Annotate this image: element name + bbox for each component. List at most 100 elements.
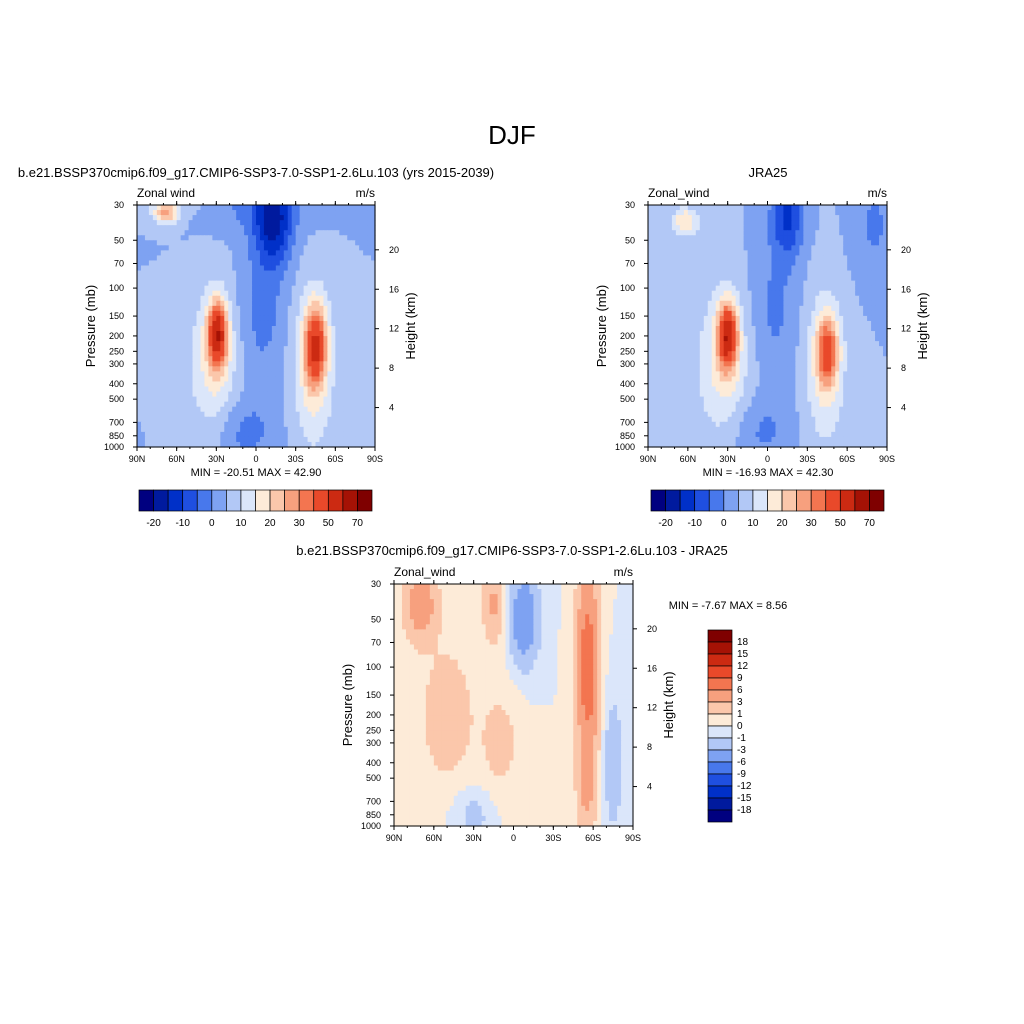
field-cell	[875, 230, 880, 236]
field-cell	[871, 361, 876, 367]
field-cell	[311, 320, 317, 327]
field-cell	[164, 396, 170, 403]
field-cell	[220, 295, 225, 302]
field-cell	[172, 315, 178, 322]
field-cell	[236, 386, 241, 393]
field-cell	[224, 280, 229, 287]
field-cell	[715, 285, 721, 292]
field-cell	[771, 315, 777, 322]
field-cell	[783, 260, 789, 267]
field-cell	[164, 431, 170, 438]
field-cell	[343, 215, 348, 221]
field-cell	[731, 210, 737, 216]
field-cell	[188, 331, 194, 337]
field-cell	[283, 295, 289, 302]
field-cell	[232, 210, 237, 216]
field-cell	[703, 331, 709, 337]
field-cell	[236, 280, 241, 287]
field-cell	[671, 351, 677, 357]
field-cell	[311, 270, 317, 277]
field-cell	[299, 381, 305, 388]
field-cell	[160, 381, 166, 388]
field-cell	[659, 341, 665, 347]
field-cell	[287, 205, 293, 211]
field-cell	[367, 366, 372, 372]
field-cell	[256, 331, 261, 337]
field-cell	[815, 260, 820, 267]
field-cell	[200, 300, 206, 307]
field-cell	[263, 356, 269, 362]
field-cell	[663, 210, 669, 216]
field-cell	[307, 305, 313, 312]
field-cell	[224, 255, 229, 262]
field-cell	[299, 386, 305, 393]
field-cell	[311, 426, 317, 433]
field-cell	[735, 215, 741, 221]
field-cell	[299, 396, 305, 403]
field-cell	[815, 361, 820, 367]
field-cell	[707, 260, 713, 267]
field-cell	[256, 220, 261, 226]
field-cell	[252, 396, 257, 403]
field-cell	[807, 230, 812, 236]
field-cell	[224, 336, 229, 342]
field-cell	[863, 235, 868, 241]
field-cell	[727, 310, 733, 317]
colorbar-box	[284, 489, 300, 512]
field-cell	[355, 265, 360, 272]
field-cell	[335, 290, 340, 297]
field-cell	[855, 255, 860, 262]
field-cell	[763, 315, 769, 322]
field-cell	[184, 275, 190, 282]
field-cell	[363, 441, 368, 448]
field-cell	[311, 351, 317, 357]
field-cell	[148, 366, 154, 372]
field-cell	[240, 265, 245, 272]
field-cell	[148, 285, 154, 292]
field-cell	[863, 210, 868, 216]
field-cell	[867, 210, 872, 216]
field-cell	[359, 411, 364, 418]
field-cell	[176, 351, 182, 357]
field-cell	[144, 346, 150, 352]
field-cell	[144, 250, 150, 257]
field-cell	[248, 310, 253, 317]
field-cell	[224, 245, 229, 251]
field-cell	[799, 336, 804, 342]
field-cell	[287, 371, 293, 378]
field-cell	[687, 336, 693, 342]
field-cell	[200, 376, 206, 383]
field-cell	[671, 260, 677, 267]
field-cell	[807, 270, 812, 277]
field-cell	[168, 396, 174, 403]
field-cell	[699, 260, 705, 267]
field-cell	[327, 431, 332, 438]
field-cell	[663, 331, 669, 337]
field-cell	[196, 356, 202, 362]
field-cell	[779, 275, 785, 282]
field-cell	[180, 290, 186, 297]
field-cell	[855, 260, 860, 267]
field-cell	[271, 265, 277, 272]
field-cell	[863, 315, 868, 322]
field-cell	[715, 346, 721, 352]
field-cell	[212, 250, 217, 257]
field-cell	[224, 235, 229, 241]
field-cell	[299, 260, 305, 267]
field-cell	[224, 431, 229, 438]
field-cell	[331, 235, 336, 241]
field-cell	[200, 391, 206, 398]
field-cell	[371, 280, 376, 287]
field-cell	[675, 210, 681, 216]
field-cell	[359, 381, 364, 388]
field-cell	[271, 411, 277, 418]
field-cell	[727, 235, 733, 241]
field-cell	[212, 436, 217, 443]
field-cell	[172, 406, 178, 413]
field-cell	[719, 275, 725, 282]
field-cell	[655, 265, 661, 272]
field-cell	[295, 361, 301, 367]
field-cell	[355, 381, 360, 388]
field-cell	[871, 336, 876, 342]
field-cell	[180, 305, 186, 312]
